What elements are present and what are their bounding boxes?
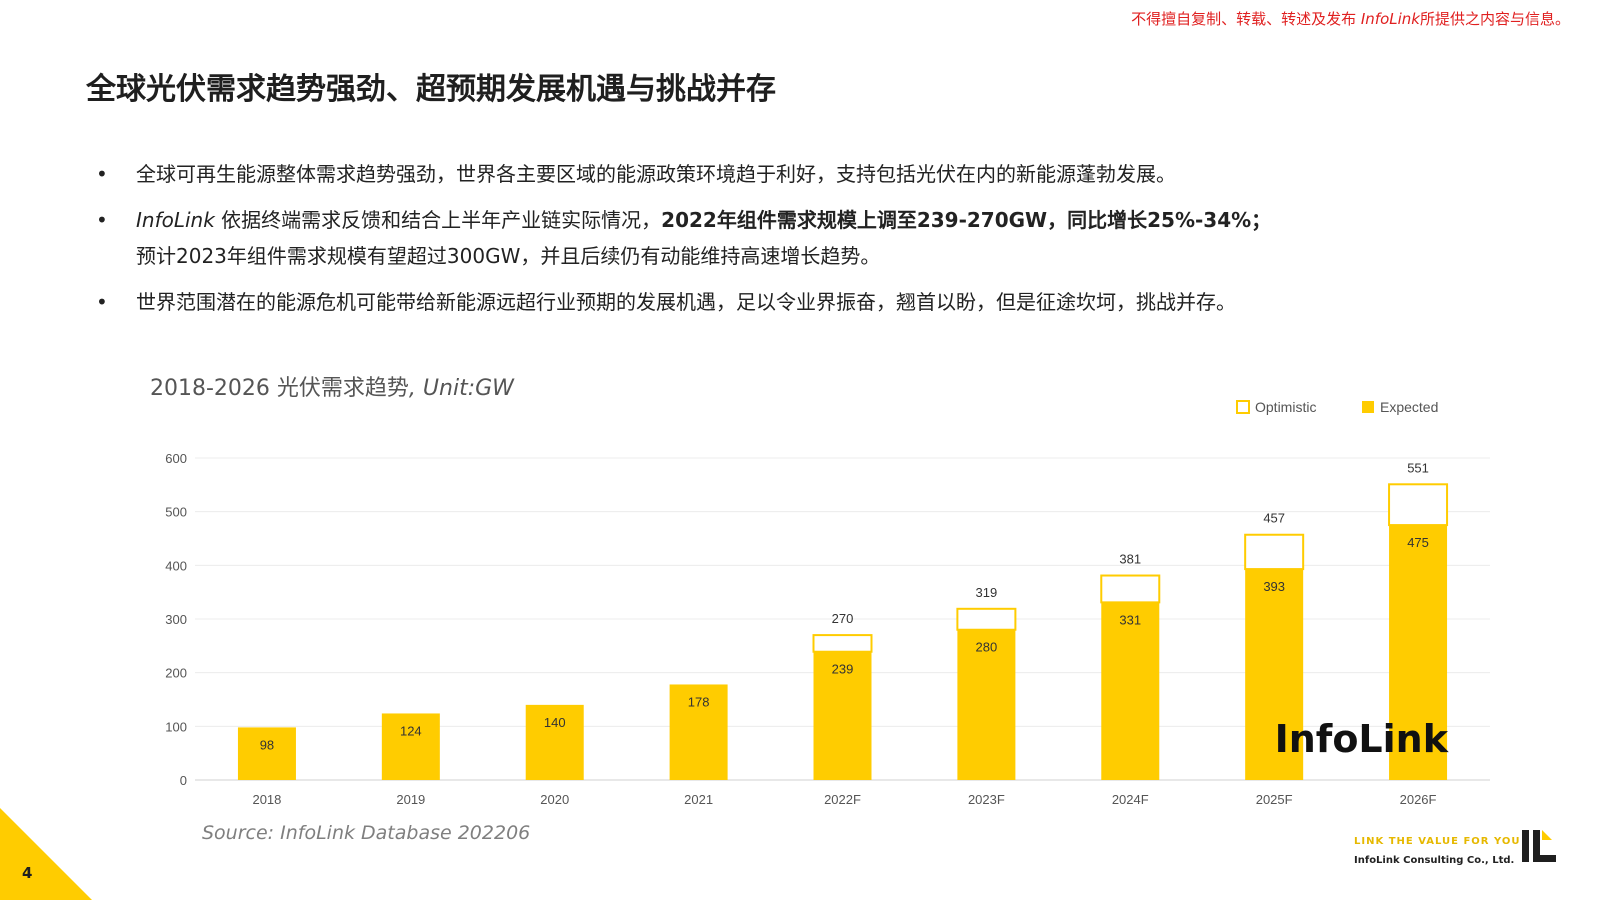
bullet-item: • 全球可再生能源整体需求趋势强劲，世界各主要区域的能源政策环境趋于利好，支持包… bbox=[96, 156, 1496, 192]
data-label-expected: 98 bbox=[260, 737, 274, 752]
bar-expected bbox=[525, 704, 584, 780]
page-number: 4 bbox=[22, 864, 33, 882]
data-label-optimistic: 270 bbox=[832, 611, 854, 626]
bullet-item: • InfoLink 依据终端需求反馈和结合上半年产业链实际情况，2022年组件… bbox=[96, 202, 1496, 274]
bullet-item: • 世界范围潜在的能源危机可能带给新能源远超行业预期的发展机遇，足以令业界振奋，… bbox=[96, 284, 1496, 320]
data-label-expected: 280 bbox=[976, 640, 998, 655]
y-tick-label: 0 bbox=[180, 773, 187, 788]
data-label-expected: 124 bbox=[400, 723, 422, 738]
corner-accent bbox=[0, 808, 92, 900]
bar-optimistic bbox=[1388, 483, 1449, 527]
infolink-logo-icon bbox=[1522, 830, 1556, 862]
x-tick-label: 2019 bbox=[396, 792, 425, 807]
bullet-list: • 全球可再生能源整体需求趋势强劲，世界各主要区域的能源政策环境趋于利好，支持包… bbox=[96, 156, 1496, 330]
data-label-expected: 393 bbox=[1263, 579, 1285, 594]
bar-expected bbox=[669, 684, 728, 780]
bar-expected bbox=[813, 651, 872, 780]
bullet-dot-icon: • bbox=[96, 162, 108, 186]
footer-slogan: LINK THE VALUE FOR YOU bbox=[1354, 836, 1521, 847]
bar-optimistic bbox=[1100, 574, 1161, 604]
bullet-dot-icon: • bbox=[96, 290, 108, 314]
bullet-text: 依据终端需求反馈和结合上半年产业链实际情况， bbox=[214, 208, 662, 232]
bar-optimistic bbox=[1244, 533, 1305, 571]
chart-title: 2018-2026 光伏需求趋势, Unit:GW bbox=[150, 370, 514, 402]
x-tick-label: 2021 bbox=[684, 792, 713, 807]
bar-expected bbox=[381, 713, 440, 780]
bar-optimistic bbox=[956, 607, 1017, 631]
legend-swatch-expected bbox=[1362, 401, 1374, 413]
bullet-dot-icon: • bbox=[96, 208, 108, 232]
data-label-optimistic: 457 bbox=[1263, 511, 1285, 526]
x-tick-label: 2020 bbox=[540, 792, 569, 807]
bar-expected bbox=[237, 727, 296, 780]
x-tick-label: 2018 bbox=[252, 792, 281, 807]
notice-suffix: 所提供之内容与信息。 bbox=[1419, 10, 1570, 28]
bullet-text-line2: 预计2023年组件需求规模有望超过300GW，并且后续仍有动能维持高速增长趋势。 bbox=[136, 244, 881, 268]
chart-title-text: 2018-2026 光伏需求趋势 bbox=[150, 376, 409, 401]
chart-watermark-logo: InfoLink bbox=[1275, 717, 1449, 761]
legend-label-expected: Expected bbox=[1380, 399, 1438, 415]
y-tick-label: 300 bbox=[165, 612, 187, 627]
footer-company: InfoLink Consulting Co., Ltd. bbox=[1354, 855, 1515, 866]
bar-expected bbox=[1245, 569, 1304, 780]
bullet-brand: InfoLink bbox=[136, 208, 215, 232]
copyright-notice: 不得擅自复制、转载、转述及发布 InfoLink所提供之内容与信息。 bbox=[1131, 8, 1570, 29]
legend-label-optimistic: Optimistic bbox=[1255, 399, 1316, 415]
y-tick-label: 500 bbox=[165, 505, 187, 520]
x-tick-label: 2026F bbox=[1400, 792, 1437, 807]
data-label-expected: 475 bbox=[1407, 535, 1429, 550]
notice-brand: InfoLink bbox=[1360, 10, 1420, 28]
x-tick-label: 2023F bbox=[968, 792, 1005, 807]
data-label-optimistic: 319 bbox=[976, 585, 998, 600]
bullet-text: 世界范围潜在的能源危机可能带给新能源远超行业预期的发展机遇，足以令业界振奋，翘首… bbox=[136, 290, 1236, 314]
x-tick-label: 2024F bbox=[1112, 792, 1149, 807]
y-tick-label: 100 bbox=[165, 719, 187, 734]
source-note: Source: InfoLink Database 202206 bbox=[202, 822, 531, 844]
y-tick-label: 600 bbox=[165, 451, 187, 466]
legend-swatch-optimistic bbox=[1236, 400, 1250, 414]
page-title: 全球光伏需求趋势强劲、超预期发展机遇与挑战并存 bbox=[86, 72, 776, 107]
data-label-expected: 239 bbox=[832, 662, 854, 677]
bar-expected bbox=[957, 629, 1016, 780]
chart-title-unit: , Unit:GW bbox=[408, 376, 514, 401]
bullet-bold-text: 2022年组件需求规模上调至239-270GW，同比增长25%-34%； bbox=[661, 208, 1272, 232]
data-label-expected: 331 bbox=[1119, 612, 1141, 627]
bullet-text: 全球可再生能源整体需求趋势强劲，世界各主要区域的能源政策环境趋于利好，支持包括光… bbox=[136, 162, 1176, 186]
y-tick-label: 400 bbox=[165, 558, 187, 573]
bar-expected bbox=[1389, 525, 1448, 780]
data-label-optimistic: 551 bbox=[1407, 460, 1429, 475]
x-tick-label: 2025F bbox=[1256, 792, 1293, 807]
notice-text: 不得擅自复制、转载、转述及发布 bbox=[1131, 10, 1357, 28]
bar-optimistic bbox=[812, 634, 873, 653]
bar-expected bbox=[1101, 602, 1160, 780]
data-label-expected: 178 bbox=[688, 694, 710, 709]
x-tick-label: 2022F bbox=[824, 792, 861, 807]
y-tick-label: 200 bbox=[165, 666, 187, 681]
data-label-expected: 140 bbox=[544, 715, 566, 730]
data-label-optimistic: 381 bbox=[1119, 552, 1141, 567]
